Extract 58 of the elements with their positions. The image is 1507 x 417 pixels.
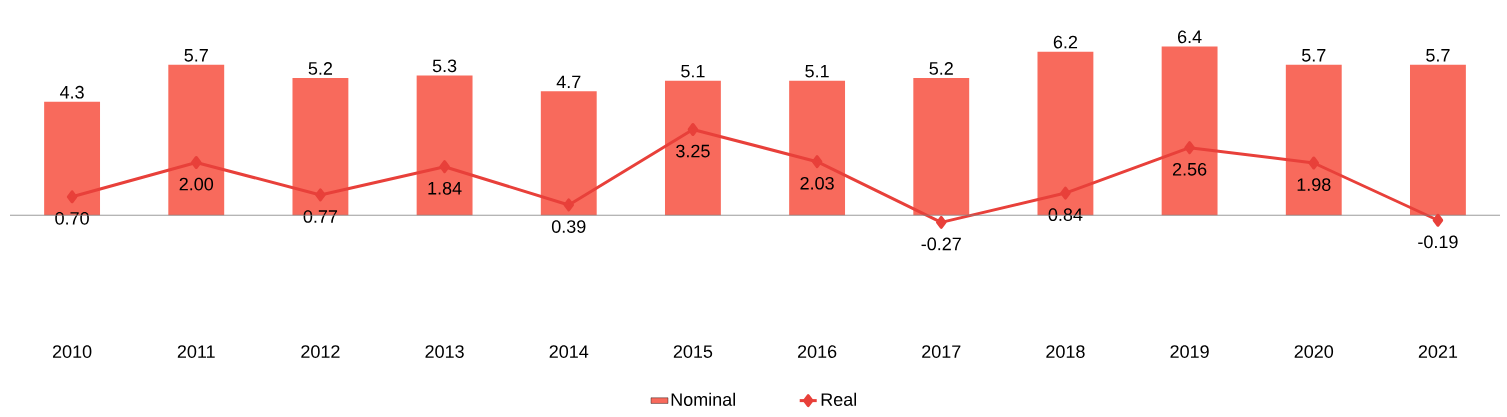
data-label: -0.19 xyxy=(1418,235,1458,249)
point xyxy=(191,155,202,169)
data-label: 5.1 xyxy=(805,64,829,78)
x-tick-label: 2010 xyxy=(52,345,92,358)
data-label: 2.00 xyxy=(179,177,214,191)
point xyxy=(811,155,823,169)
x-tick-label: 2012 xyxy=(301,345,340,358)
data-label: -0.27 xyxy=(921,237,961,251)
point xyxy=(1060,186,1071,200)
point xyxy=(687,123,699,136)
data-label: 1.84 xyxy=(428,181,462,195)
x-tick-label: 2019 xyxy=(1170,345,1209,358)
bar xyxy=(789,80,846,216)
point xyxy=(1184,141,1195,155)
legend-label: Real xyxy=(821,392,857,406)
data-label: 6.4 xyxy=(1178,30,1202,44)
data-label: 2.03 xyxy=(800,176,834,190)
bar xyxy=(1410,64,1466,216)
bar xyxy=(1285,64,1342,216)
point xyxy=(1308,156,1320,170)
bar xyxy=(416,75,473,216)
bar xyxy=(540,91,597,216)
data-label: 0.84 xyxy=(1048,208,1083,222)
data-label: 0.39 xyxy=(551,220,586,233)
data-label: 4.3 xyxy=(59,85,84,99)
point xyxy=(315,188,326,202)
data-label: 0.70 xyxy=(55,211,89,225)
x-tick-label: 2013 xyxy=(425,345,464,358)
data-label: 3.25 xyxy=(676,144,710,158)
data-label: 5.7 xyxy=(1426,49,1450,62)
point xyxy=(563,198,575,212)
x-tick-label: 2016 xyxy=(797,345,837,358)
data-label: 6.2 xyxy=(1053,35,1078,49)
bar xyxy=(168,64,225,216)
x-tick-label: 2020 xyxy=(1294,345,1334,358)
data-label: 1.98 xyxy=(1297,178,1331,191)
data-label: 2.56 xyxy=(1172,162,1207,176)
data-label: 5.7 xyxy=(184,49,208,62)
point xyxy=(66,190,78,204)
point xyxy=(1432,213,1444,227)
data-label: 5.2 xyxy=(929,62,953,75)
x-tick-label: 2021 xyxy=(1418,345,1458,358)
x-tick-label: 2015 xyxy=(673,345,713,358)
data-label: 5.3 xyxy=(432,59,457,73)
legend-label: Nominal xyxy=(671,392,735,406)
bar xyxy=(664,80,721,216)
data-label: 5.7 xyxy=(1301,49,1326,62)
x-tick-label: 2014 xyxy=(549,345,589,358)
bar xyxy=(1161,46,1218,216)
data-label: 4.7 xyxy=(556,75,581,89)
point xyxy=(439,160,450,174)
bar xyxy=(913,78,970,216)
data-label: 5.1 xyxy=(681,64,705,78)
x-tick-label: 2018 xyxy=(1046,345,1085,358)
point xyxy=(936,215,947,229)
data-label: 5.2 xyxy=(308,62,333,75)
x-tick-label: 2017 xyxy=(922,345,961,358)
x-tick-label: 2011 xyxy=(177,345,215,358)
